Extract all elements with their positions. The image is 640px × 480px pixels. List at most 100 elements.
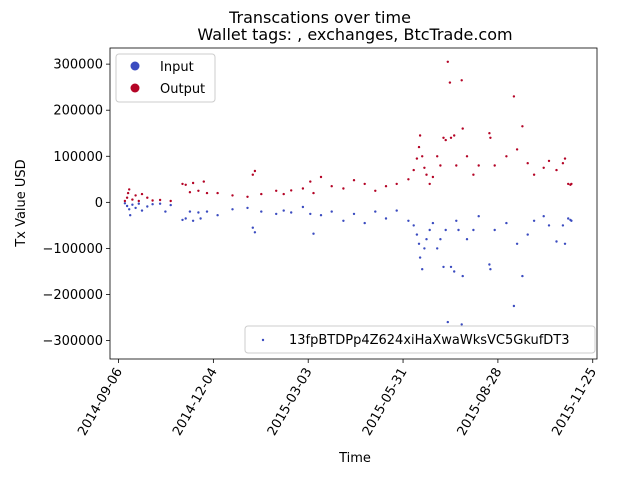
output-point [423,166,426,169]
input-point [188,210,192,213]
output-point [489,136,492,139]
input-point [169,203,172,207]
input-point [526,233,529,236]
output-point [453,134,456,137]
output-point [446,60,449,63]
input-point [425,238,428,241]
output-point [477,164,480,167]
address-legend: 13fpBTDPp4Z624xiHaXwaWksVC5GkufDT3 [244,325,596,354]
input-point [181,218,184,222]
input-point [184,217,187,220]
y-axis-label: Tx Value USD [14,159,29,247]
x-tick-label: 2015-11-25 [549,366,600,439]
output-point [352,179,356,182]
output-point [449,136,453,139]
output-point [542,166,545,169]
output-point [131,198,134,201]
output-point [312,191,315,195]
main-legend: Input Output [115,53,216,103]
output-point [137,199,140,203]
output-point [455,164,458,167]
input-point [532,219,536,222]
output-point [134,194,137,197]
input-point [251,226,254,229]
output-point [444,138,447,142]
output-point [184,183,187,186]
output-point [505,155,508,158]
output-point [407,178,410,181]
input-point [363,221,366,225]
input-point [128,208,131,211]
input-point [460,323,463,326]
input-point [352,212,356,216]
chart-title: Transcations over time [228,8,411,27]
input-point [542,215,545,218]
output-point [472,173,475,176]
input-point [561,224,565,227]
output-point [342,187,345,190]
input-point [570,219,573,222]
input-point [489,268,492,271]
y-tick-label: 300000 [53,58,103,73]
y-tick-label: 200000 [53,104,103,119]
address-legend-frame [244,325,596,354]
output-point [448,81,452,84]
input-point [418,256,422,259]
x-tick-label: 2015-03-03 [265,366,316,439]
input-point [436,247,439,250]
input-point [301,205,305,209]
input-point [439,238,442,241]
output-point [493,164,496,167]
output-point [461,127,464,130]
input-point [191,219,195,222]
input-point [330,210,333,213]
input-point [158,202,162,205]
input-point [164,210,167,213]
output-point [151,199,154,202]
output-point [290,189,293,192]
output-point [526,162,529,165]
input-point [129,214,132,217]
output-point [169,199,172,203]
input-point [197,211,200,214]
y-tick-label: −200000 [42,288,103,303]
input-point [415,233,419,236]
output-point [439,164,442,167]
input-point [465,238,469,241]
x-tick-label: 2015-05-31 [360,366,411,439]
input-point [505,221,508,225]
input-point [131,203,134,206]
input-point [290,211,293,214]
output-point [330,185,333,188]
output-point [561,162,565,165]
input-point [421,268,424,271]
legend-address-label: 13fpBTDPp4Z624xiHaXwaWksVC5GkufDT3 [289,333,570,348]
input-point [309,212,312,216]
input-point [423,247,426,250]
output-point [570,182,573,186]
y-axis-ticks: −300000 −200000 −100000 0 100000 200000 300000 [42,58,110,349]
legend-input-marker [130,61,140,71]
input-point [453,270,456,273]
input-point [515,242,519,245]
input-point [488,263,491,266]
input-point [455,219,458,222]
input-point [319,214,323,217]
output-point [567,182,570,186]
input-point [512,304,516,308]
input-point [260,210,263,213]
output-point [275,189,278,192]
output-point [205,191,209,195]
output-point [417,145,421,149]
input-point [216,214,219,217]
input-point [417,242,421,245]
output-point [128,188,131,191]
legend-output-label: Output [160,82,205,97]
input-point [412,224,415,227]
output-point [412,168,415,172]
output-point [246,195,249,198]
legend-address-marker [261,338,265,342]
input-point [125,204,129,208]
input-point [312,232,315,235]
y-tick-label: 0 [95,196,103,211]
